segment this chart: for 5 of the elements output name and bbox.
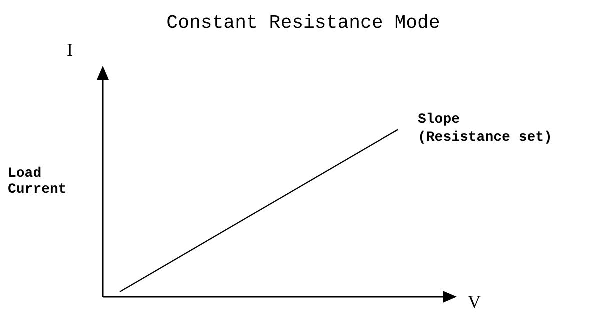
text: I: [67, 40, 73, 61]
y-axis-title: Load Current: [8, 166, 68, 198]
chart-title: Constant Resistance Mode: [166, 12, 442, 34]
annotation: Slope (Resistance set): [418, 111, 552, 147]
x-axis-title: V: [468, 292, 481, 313]
